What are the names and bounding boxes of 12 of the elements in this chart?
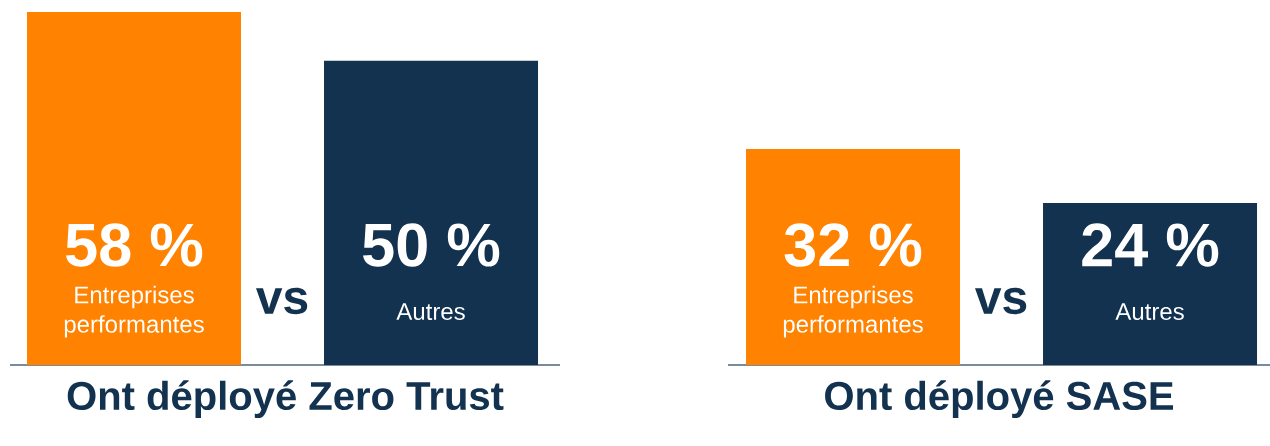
x-tick-label: Entreprises performantes bbox=[783, 285, 923, 338]
data-label: 32 % bbox=[784, 223, 922, 267]
x-tick-label: Autres bbox=[396, 303, 465, 321]
data-label: 50 % bbox=[363, 223, 500, 267]
text: Ont déployé Zero Trust bbox=[67, 380, 504, 419]
data-label: 24 % bbox=[1082, 223, 1219, 267]
x-tick-label: Autres bbox=[1115, 303, 1184, 321]
text: Ont déployé SASE bbox=[825, 380, 1174, 419]
annotation: vs bbox=[975, 287, 1027, 315]
data-label: 58 % bbox=[65, 223, 203, 267]
x-tick-label: Entreprises performantes bbox=[64, 285, 204, 338]
annotation: vs bbox=[256, 287, 308, 315]
